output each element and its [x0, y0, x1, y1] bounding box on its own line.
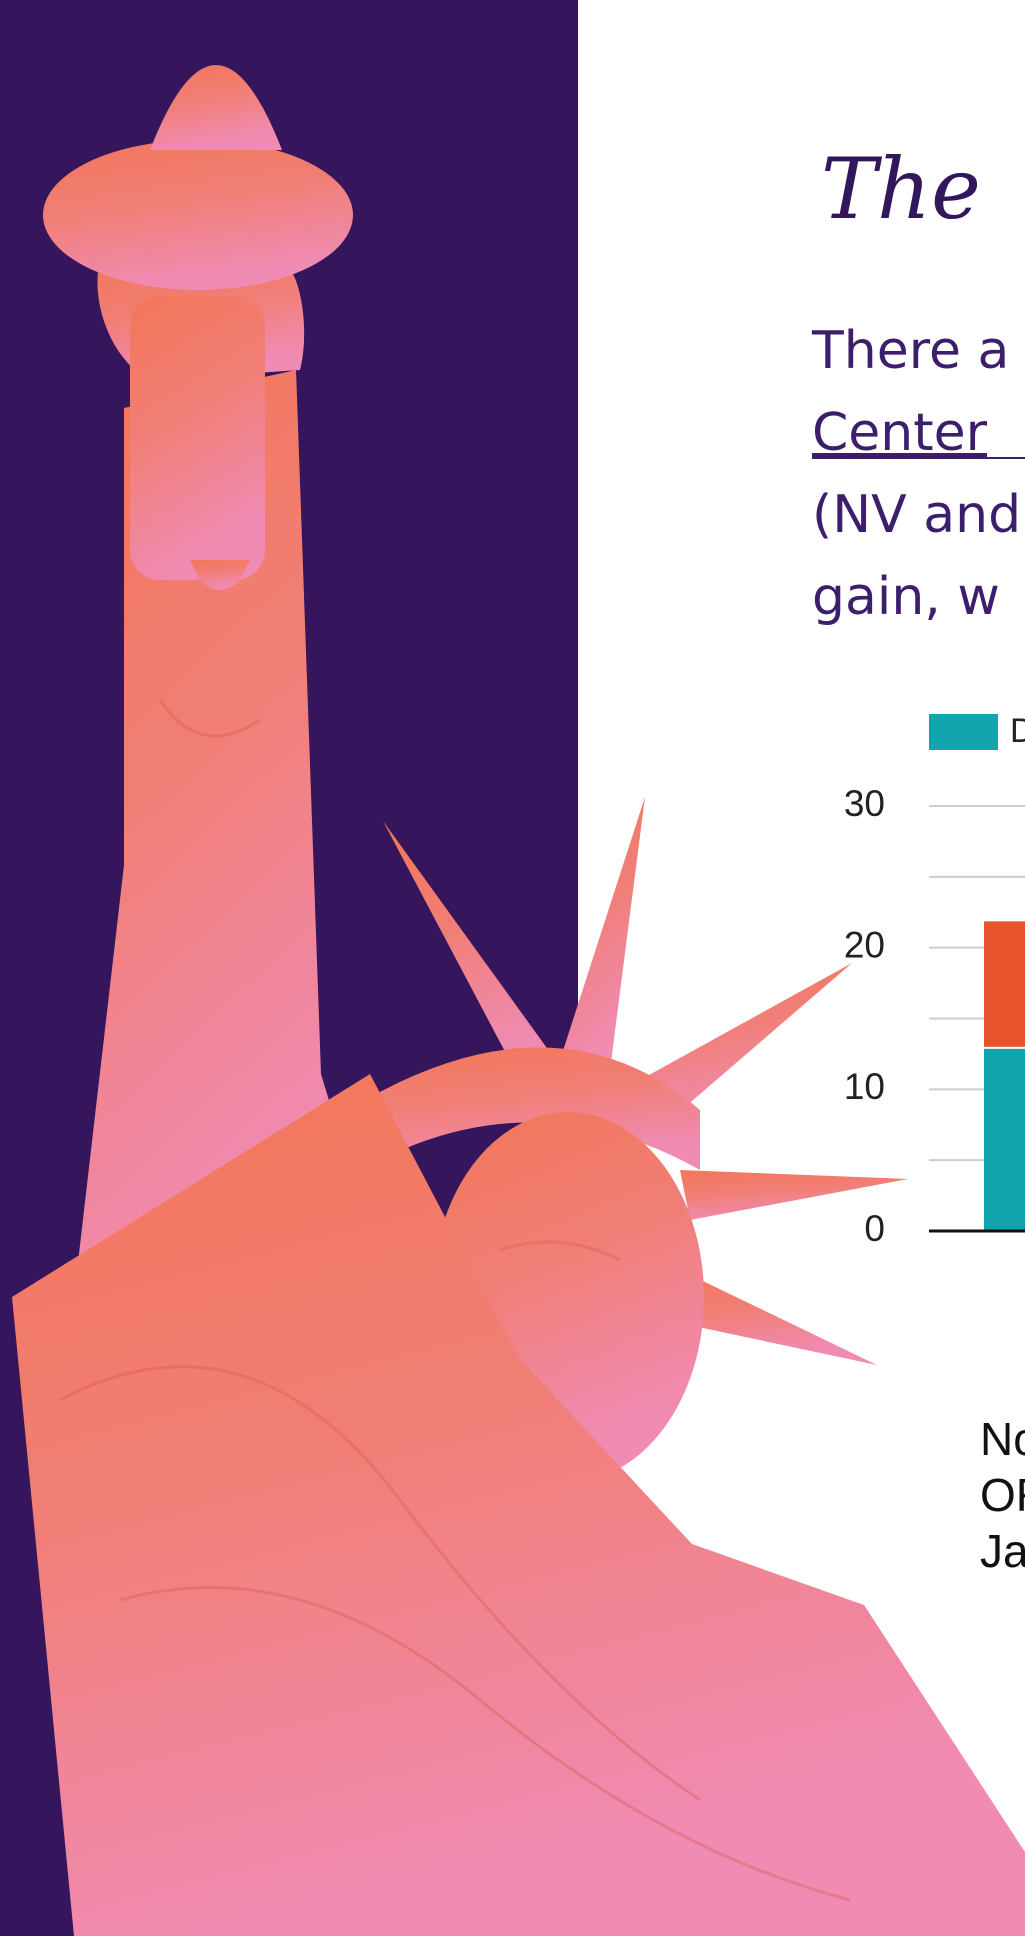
note-line: No: [980, 1413, 1025, 1465]
paragraph-line: (NV and: [812, 485, 1021, 545]
bar-segment: [984, 1049, 1025, 1231]
y-tick-label: 0: [864, 1208, 885, 1249]
screen: The There a Center (NV and gain, w 0 10 20…: [0, 0, 1025, 1936]
y-tick-label: 10: [844, 1066, 885, 1107]
link[interactable]: Center: [812, 403, 988, 463]
paragraph-line: gain, w: [812, 567, 1000, 627]
page: The There a Center (NV and gain, w 0 10 20…: [0, 0, 1025, 1936]
y-tick-label: 20: [844, 924, 885, 965]
legend-label: D: [1010, 712, 1025, 750]
note-line: Ja: [980, 1525, 1025, 1577]
paragraph-line: There a: [811, 321, 1009, 381]
bar-segment: [984, 921, 1025, 1046]
y-tick-label: 30: [844, 783, 885, 824]
note-line: OR: [980, 1469, 1025, 1521]
content: The There a Center (NV and gain, w 0 10 20…: [811, 140, 1025, 1577]
page-title: The: [821, 140, 981, 238]
legend-swatch: [929, 714, 998, 750]
chart: 0 10 20 30 D: [844, 712, 1025, 1249]
